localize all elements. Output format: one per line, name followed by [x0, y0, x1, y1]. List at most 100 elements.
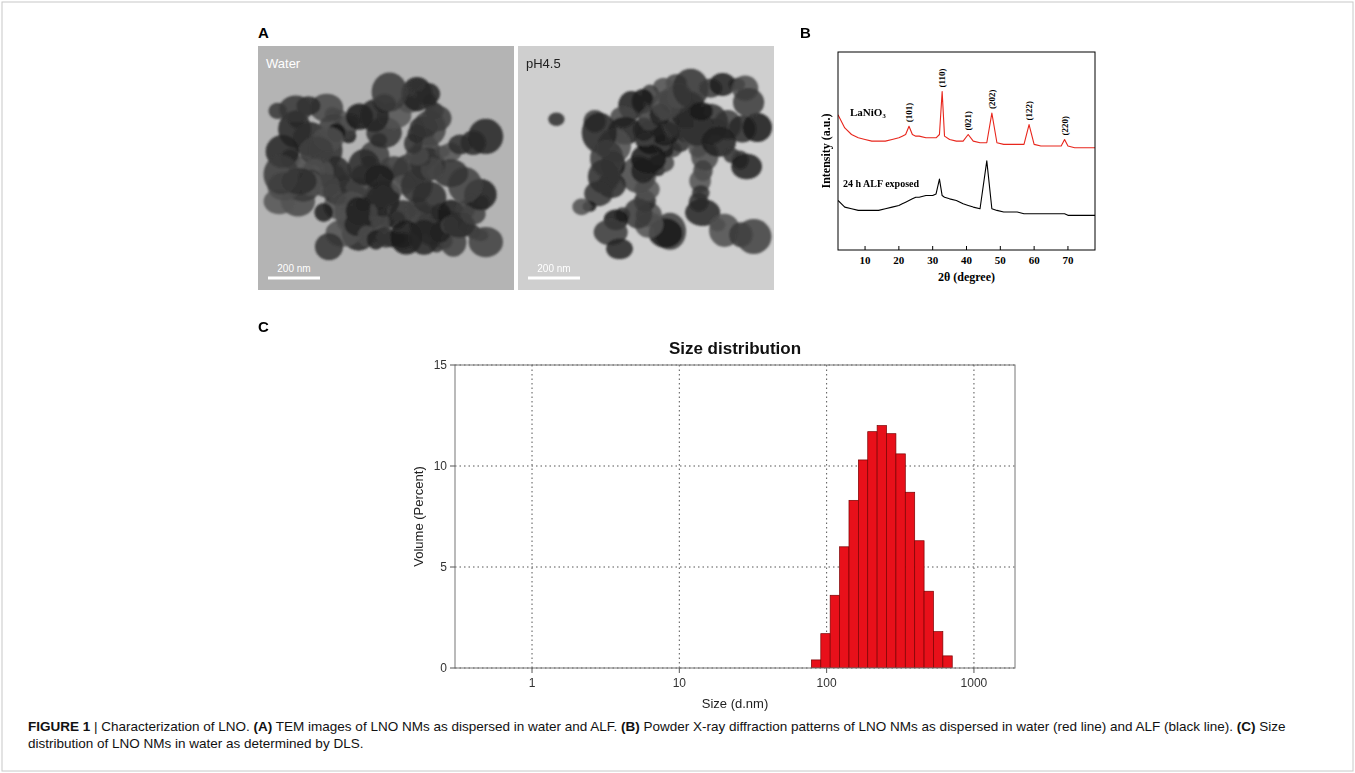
x-tick-label: 100	[817, 676, 837, 690]
xrd-line	[838, 161, 1095, 215]
plot-area	[838, 92, 1095, 216]
histogram-bar	[858, 460, 867, 668]
x-tick	[898, 246, 899, 250]
x-grid-line	[679, 365, 680, 668]
x-tick-label: 30	[927, 254, 939, 266]
x-tick-label: 1	[529, 676, 536, 690]
scale-bar	[268, 277, 320, 280]
plot-background	[455, 365, 1015, 668]
tem-particle	[743, 113, 772, 142]
figure-frame	[2, 2, 1353, 771]
x-grid-line	[973, 365, 974, 668]
x-tick-label: 10	[673, 676, 687, 690]
tem-particle	[264, 155, 299, 194]
panel-letter: C	[258, 318, 269, 335]
tem-particle	[468, 119, 503, 154]
x-tick	[679, 668, 680, 673]
y-grid-line	[455, 466, 1015, 467]
caption: FIGURE 1 | Characterization of LNO. (A) …	[28, 718, 1328, 752]
tem-particle	[269, 103, 287, 119]
x-tick	[865, 246, 866, 250]
peak-label: (202)	[987, 90, 997, 110]
plot-frame	[838, 52, 1095, 250]
tem-particle	[548, 113, 564, 126]
x-tick-label: 70	[1062, 254, 1074, 266]
xrd-line	[838, 92, 1095, 148]
x-tick	[973, 668, 974, 673]
x-axis-title: 2θ (degree)	[938, 270, 995, 284]
series-label: LaNiO₃	[850, 106, 886, 118]
chart-title: Size distribution	[669, 339, 801, 358]
histogram-bar	[943, 656, 952, 668]
figure-canvas: AWater200 nmpH4.5200 nmB102030405060702θ…	[0, 0, 1355, 773]
tem-particles	[548, 69, 772, 260]
tem-particle	[409, 79, 425, 92]
x-tick	[1034, 246, 1035, 250]
tem-particles	[264, 73, 504, 261]
peak-label: (101)	[904, 103, 914, 123]
y-axis-title: Intensity (a.u.)	[819, 113, 833, 188]
plot-area	[811, 426, 952, 668]
scale-bar-label: 200 nm	[537, 263, 570, 274]
histogram-bar	[821, 634, 830, 668]
tem-particle	[690, 102, 713, 121]
y-tick	[450, 668, 455, 669]
caption-text: | Characterization of LNO.	[90, 719, 253, 734]
y-tick	[450, 365, 455, 366]
tem-particle	[731, 154, 762, 180]
tem-particle	[315, 233, 343, 260]
x-tick-label: 40	[961, 254, 973, 266]
x-tick	[966, 246, 967, 250]
caption-label: FIGURE 1	[28, 719, 90, 734]
y-tick-label: 10	[434, 459, 448, 473]
caption-label: (A)	[254, 719, 273, 734]
y-tick-label: 0	[440, 661, 447, 675]
x-grid-line	[826, 365, 827, 668]
caption-text: TEM images of LNO NMs as dispersed in wa…	[272, 719, 621, 734]
histogram-bar	[933, 632, 942, 668]
peak-label: (021)	[963, 111, 973, 131]
series-label: 24 h ALF exposed	[843, 178, 919, 189]
tem-particle	[469, 227, 503, 257]
peak-label: (110)	[937, 69, 947, 88]
x-tick	[826, 668, 827, 673]
figure: AWater200 nmpH4.5200 nmB102030405060702θ…	[0, 0, 1355, 773]
peak-label: (220)	[1060, 116, 1070, 136]
y-grid-line	[455, 567, 1015, 568]
tem-particle	[572, 199, 591, 216]
histogram-bar	[896, 454, 905, 668]
histogram-bar	[887, 434, 896, 668]
x-tick-label: 50	[995, 254, 1007, 266]
histogram-bar	[905, 492, 914, 668]
tem-particle	[372, 73, 408, 112]
histogram-bar	[811, 660, 820, 668]
panel-letter: B	[800, 24, 811, 41]
tem-particle	[736, 219, 772, 254]
tem-label: Water	[266, 56, 301, 71]
caption-label: (C)	[1237, 719, 1256, 734]
x-tick-label: 20	[893, 254, 905, 266]
y-tick	[450, 466, 455, 467]
x-tick-label: 10	[860, 254, 872, 266]
tem-background	[258, 46, 514, 290]
histogram-bar	[840, 547, 849, 668]
caption-text: Powder X-ray diffraction patterns of LNO…	[640, 719, 1237, 734]
tem-particle	[588, 160, 619, 194]
histogram-bar	[924, 591, 933, 668]
y-tick-label: 5	[440, 560, 447, 574]
tem-label: pH4.5	[526, 56, 561, 71]
x-tick-label: 60	[1029, 254, 1041, 266]
tem-particle	[606, 238, 633, 259]
plot-frame	[455, 365, 1015, 668]
tem-particle	[631, 144, 666, 173]
tem-background	[518, 46, 774, 290]
panel-letter: A	[258, 24, 269, 41]
x-grid-line	[532, 365, 533, 668]
histogram-bar	[849, 500, 858, 668]
caption-label: (B)	[621, 719, 640, 734]
peak-label: (122)	[1024, 101, 1034, 121]
x-axis-title: Size (d.nm)	[702, 696, 768, 711]
x-tick	[1000, 246, 1001, 250]
x-tick-label: 1000	[961, 676, 988, 690]
tem-image	[258, 46, 514, 290]
